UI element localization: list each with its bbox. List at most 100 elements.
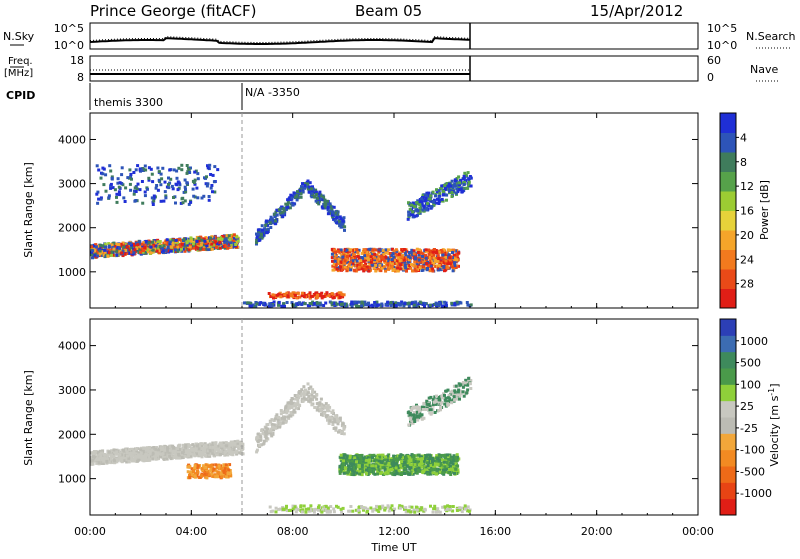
power-echo-cell [169, 241, 172, 244]
power-echo-cell [341, 223, 344, 226]
power-echo-cell [175, 170, 178, 173]
velocity-echo-cell [392, 461, 395, 464]
power-echo-cell [363, 264, 366, 267]
power-echo-cell [357, 255, 360, 258]
power-echo-cell [135, 168, 138, 171]
power-echo-cell [328, 294, 331, 297]
power-echo-cell [387, 268, 390, 271]
power-echo-cell [91, 256, 94, 259]
power-echo-cell [364, 303, 367, 306]
power-echo-cell [330, 207, 333, 210]
power-colorbar-cell [720, 289, 736, 309]
power-echo-cell [189, 201, 192, 204]
power-echo-cell [419, 266, 422, 269]
power-echo-cell [341, 303, 344, 306]
power-echo-cell [399, 267, 402, 270]
velocity-echo-cell [184, 444, 187, 447]
power-echo-cell [365, 268, 368, 271]
power-echo-cell [118, 247, 121, 250]
velocity-echo-cell [141, 456, 144, 459]
velocity-echo-cell [227, 468, 230, 471]
power-echo-cell [167, 186, 170, 189]
power-echo-cell [108, 251, 111, 254]
power-echo-cell [133, 248, 136, 251]
velocity-echo-cell [154, 448, 157, 451]
velocity-echo-cell [199, 452, 202, 455]
velocity-echo-cell [187, 470, 190, 473]
velocity-echo-cell [100, 452, 103, 455]
power-echo-cell [118, 193, 121, 196]
power-echo-cell [215, 246, 218, 249]
velocity-echo-cell [384, 458, 387, 461]
velocity-echo-cell [353, 470, 356, 473]
power-echo-cell [417, 251, 420, 254]
velocity-echo-cell [173, 456, 176, 459]
power-echo-cell [313, 302, 316, 305]
power-echo-cell [346, 267, 349, 270]
velocity-echo-cell [410, 463, 413, 466]
power-echo-cell [359, 263, 362, 266]
velocity-echo-cell [417, 469, 420, 472]
power-echo-cell [180, 164, 183, 167]
power-echo-cell [113, 248, 116, 251]
velocity-echo-cell [430, 468, 433, 471]
power-echo-cell [438, 192, 441, 195]
velocity-echo-cell [371, 464, 374, 467]
power-echo-cell [129, 173, 132, 176]
power-echo-cell [400, 255, 403, 258]
power-echo-cell [133, 193, 136, 196]
velocity-echo-cell [438, 458, 441, 461]
power-echo-cell [269, 303, 272, 306]
power-echo-cell [300, 196, 303, 199]
velocity-echo-cell [102, 460, 105, 463]
power-echo-cell [107, 255, 110, 258]
power-echo-cell [122, 196, 125, 199]
freq-label-line1: Freq. [8, 56, 33, 67]
power-ylabel: Slant Range [km] [22, 162, 35, 258]
velocity-echo-cell [381, 461, 384, 464]
velocity-echo-cell [197, 465, 200, 468]
freq-left-tick-top: 18 [70, 54, 84, 67]
velocity-echo-cell [98, 461, 101, 464]
velocity-echo-cell [172, 447, 175, 450]
velocity-echo-cell [195, 449, 198, 452]
velocity-echo-cell [204, 454, 207, 457]
power-echo-cell [320, 304, 323, 307]
power-echo-cell [100, 177, 103, 180]
power-echo-cell [303, 184, 306, 187]
power-echo-cell [111, 251, 114, 254]
power-echo-cell [422, 205, 425, 208]
velocity-echo-cell [388, 462, 391, 465]
power-echo-cell [308, 191, 311, 194]
power-echo-cell [367, 302, 370, 305]
power-echo-cell [373, 257, 376, 260]
power-echo-cell [174, 248, 177, 251]
power-echo-cell [202, 195, 205, 198]
velocity-echo-cell [135, 455, 138, 458]
power-echo-cell [222, 235, 225, 238]
velocity-echo-cell [151, 458, 154, 461]
power-echo-cell [104, 173, 107, 176]
power-echo-cell [177, 167, 180, 170]
power-echo-cell [117, 243, 120, 246]
power-echo-cell [178, 182, 181, 185]
power-echo-cell [161, 167, 164, 170]
noise-left-tick-top: 10^5 [54, 22, 84, 35]
power-echo-cell [414, 256, 417, 259]
power-echo-cell [371, 249, 374, 252]
velocity-echo-cell [390, 459, 393, 462]
velocity-echo-cell [200, 474, 203, 477]
power-echo-cell [108, 245, 111, 248]
power-echo-cell [185, 181, 188, 184]
power-echo-cell [340, 293, 343, 296]
power-echo-cell [203, 240, 206, 243]
velocity-echo-cell [453, 472, 456, 475]
power-echo-cell [442, 194, 445, 197]
cpid-panel: CPID themis 3300 N/A -3350 [6, 83, 300, 110]
power-echo-cell [287, 201, 290, 204]
power-echo-cell [412, 214, 415, 217]
power-echo-cell [286, 198, 289, 201]
power-colorbar-tick-label: 12 [740, 180, 754, 193]
velocity-echo-cell [365, 472, 368, 475]
